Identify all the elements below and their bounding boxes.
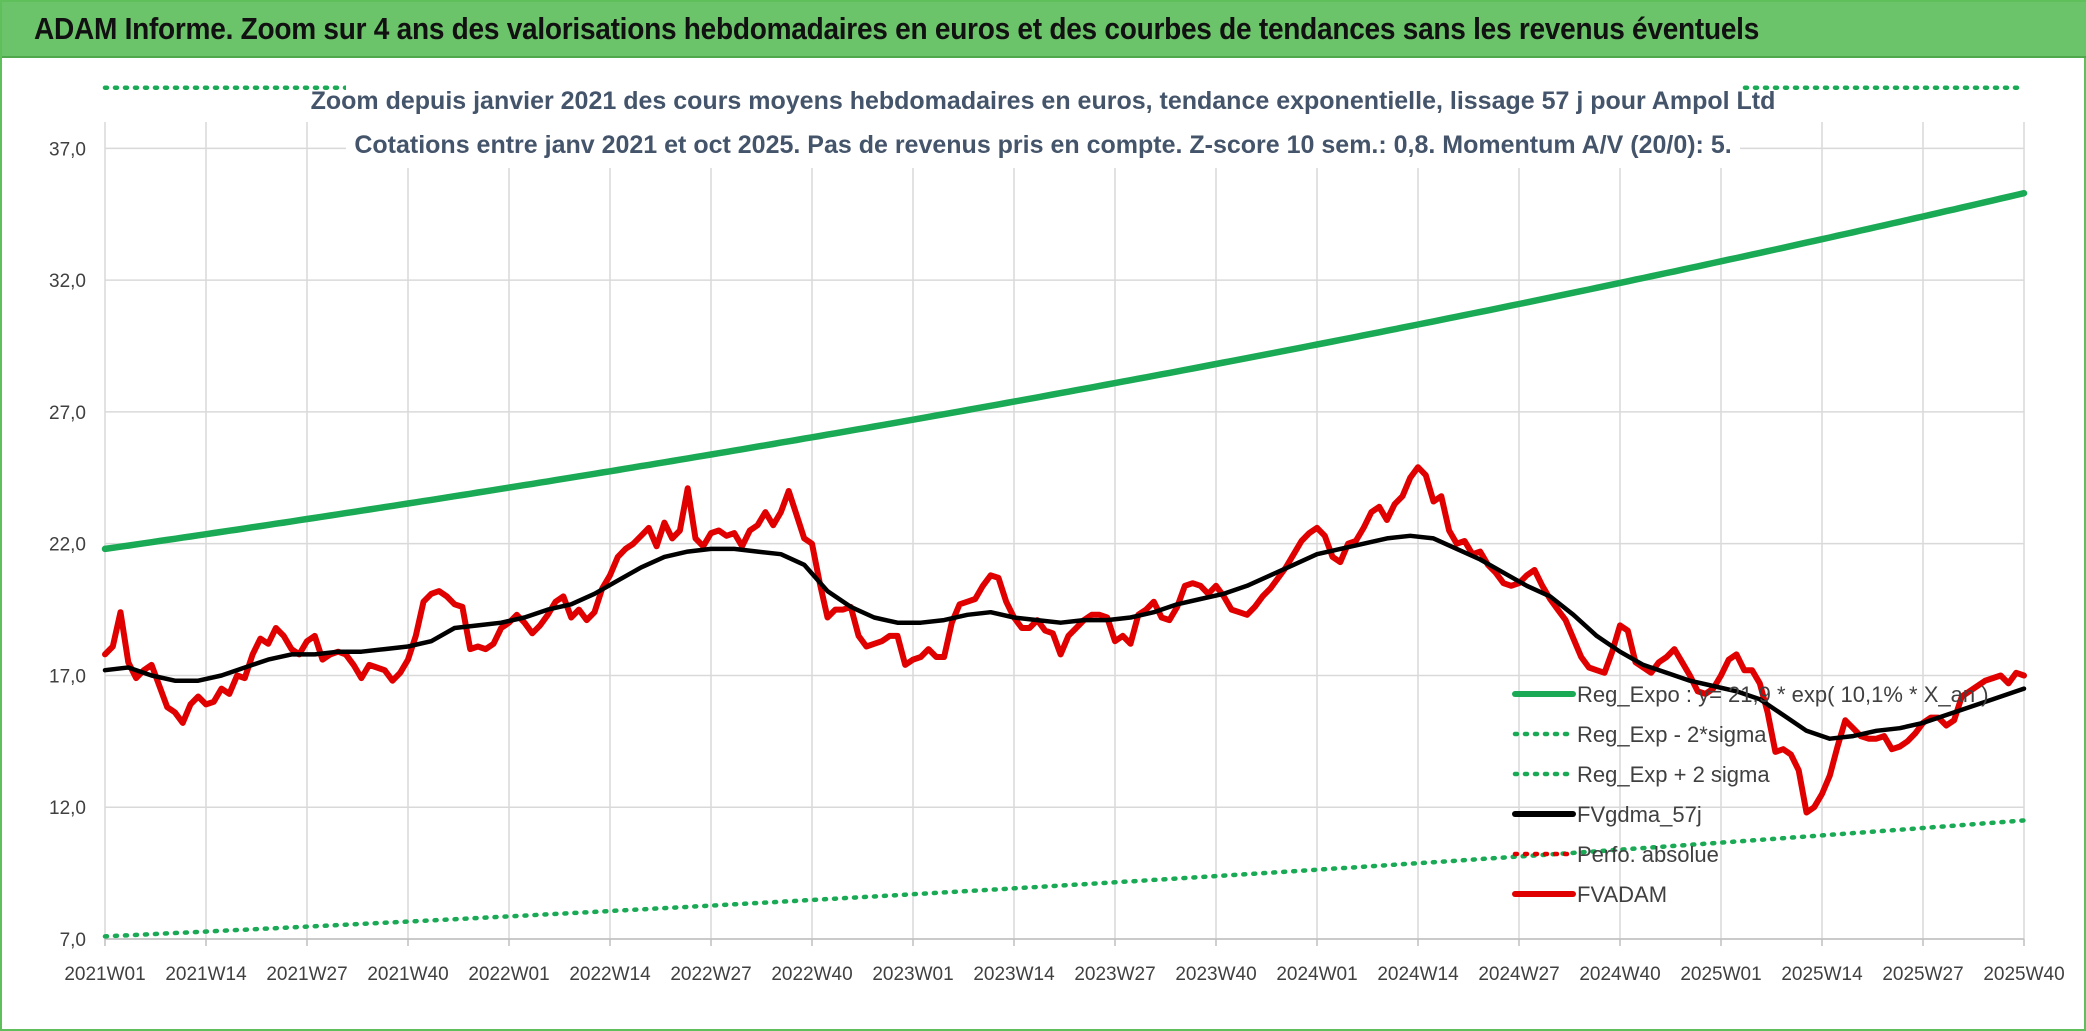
- x-tick-label: 2022W01: [468, 964, 549, 985]
- x-tick-label: 2022W14: [569, 964, 651, 985]
- y-tick-label: 17,0: [49, 666, 86, 687]
- x-tick-label: 2021W27: [266, 964, 347, 985]
- y-tick-label: 27,0: [49, 403, 86, 424]
- x-tick-label: 2021W14: [165, 964, 247, 985]
- legend-label: FVADAM: [1577, 882, 1667, 907]
- series-fvgdma-57j: [102, 533, 2027, 741]
- x-tick-label: 2025W14: [1781, 964, 1863, 985]
- x-tick-label: 2024W40: [1579, 964, 1660, 985]
- legend-label: FVgdma_57j: [1577, 802, 1702, 827]
- series-fvadam: [102, 464, 2027, 816]
- x-tick-label: 2024W14: [1377, 964, 1459, 985]
- y-tick-label: 32,0: [49, 271, 86, 292]
- y-tick-label: 7,0: [60, 930, 86, 951]
- series-reg-exp-2-sigma: [102, 818, 2027, 939]
- x-tick-label: 2022W27: [670, 964, 751, 985]
- header-banner: ADAM Informe. Zoom sur 4 ans des valoris…: [2, 2, 2086, 58]
- legend-label: Reg_Exp + 2 sigma: [1577, 762, 1770, 787]
- x-tick-label: 2023W01: [872, 964, 953, 985]
- chart-title-line1: Zoom depuis janvier 2021 des cours moyen…: [311, 87, 1776, 115]
- chart-title-line2: Cotations entre janv 2021 et oct 2025. P…: [354, 131, 1731, 159]
- x-tick-label: 2025W01: [1680, 964, 1761, 985]
- legend-label: Reg_Expo : y= 21,9 * exp( 10,1% * X_an ): [1577, 682, 1989, 707]
- x-tick-label: 2024W27: [1478, 964, 1559, 985]
- series-reg-expo: [101, 189, 2028, 553]
- legend-label: Perfo. absolue: [1577, 842, 1719, 867]
- legend: Reg_Expo : y= 21,9 * exp( 10,1% * X_an )…: [1512, 682, 1989, 907]
- x-tick-label: 2023W40: [1175, 964, 1256, 985]
- x-tick-label: 2023W14: [973, 964, 1055, 985]
- report-title: ADAM Informe. Zoom sur 4 ans des valoris…: [34, 11, 1760, 46]
- y-tick-label: 37,0: [49, 139, 86, 160]
- x-tick-label: 2025W27: [1882, 964, 1963, 985]
- x-tick-label: 2024W01: [1276, 964, 1357, 985]
- y-tick-label: 22,0: [49, 535, 86, 556]
- x-tick-label: 2023W27: [1074, 964, 1155, 985]
- y-tick-label: 12,0: [49, 798, 86, 819]
- chart-title-block: Zoom depuis janvier 2021 des cours moyen…: [311, 78, 1776, 168]
- axes: 7,0 12,0 17,0 22,0 27,0 32,0 37,0 2021W01 2021W1…: [49, 139, 2065, 985]
- x-tick-label: 2021W40: [367, 964, 448, 985]
- x-tick-label: 2025W40: [1983, 964, 2064, 985]
- x-tick-label: 2021W01: [64, 964, 145, 985]
- gridlines: [104, 122, 2025, 940]
- series-layer: [101, 85, 2028, 939]
- x-tick-label: 2022W40: [771, 964, 852, 985]
- legend-label: Reg_Exp - 2*sigma: [1577, 722, 1767, 747]
